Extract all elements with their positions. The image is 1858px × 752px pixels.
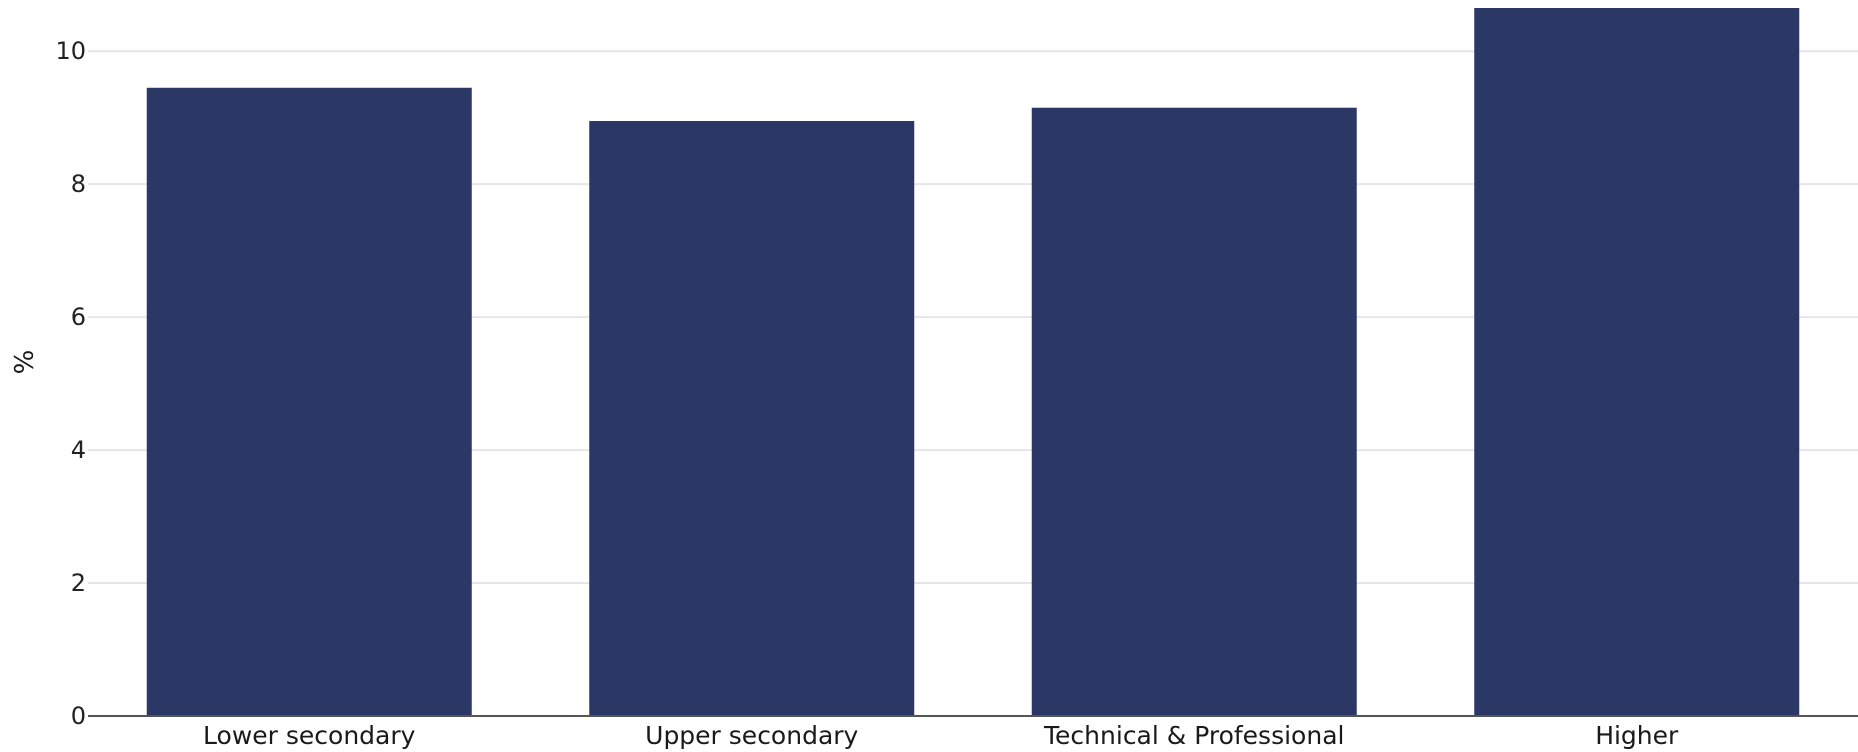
x-category-label: Lower secondary (203, 721, 416, 750)
y-tick-label: 4 (71, 436, 86, 464)
bar (146, 87, 472, 716)
x-category-label: Higher (1595, 721, 1679, 750)
bar (1031, 107, 1357, 716)
y-axis-title: % (10, 350, 40, 375)
bar (589, 121, 915, 716)
y-tick-label: 10 (55, 37, 86, 65)
y-tick-label: 2 (71, 569, 86, 597)
bars (146, 8, 1800, 716)
y-axis-ticks: 0 2 4 6 8 10 (55, 37, 86, 730)
y-tick-label: 8 (71, 170, 86, 198)
x-axis-labels: Lower secondary Upper secondary Technical … (203, 721, 1679, 750)
x-category-label: Technical & Professional (1043, 721, 1344, 750)
x-category-label: Upper secondary (645, 721, 858, 750)
y-tick-label: 0 (71, 702, 86, 730)
bar (1474, 8, 1800, 716)
y-tick-label: 6 (71, 303, 86, 331)
